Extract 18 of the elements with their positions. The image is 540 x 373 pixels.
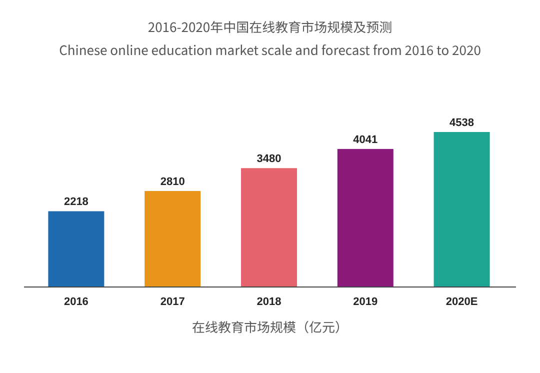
x-tick-label: 2017 <box>160 296 185 308</box>
x-tick-label: 2019 <box>353 296 378 308</box>
bar <box>241 168 297 287</box>
chart-title: 2016-2020年中国在线教育市场规模及预测 <box>148 17 392 36</box>
data-label: 4041 <box>353 134 378 146</box>
x-tick-label: 2018 <box>256 296 282 308</box>
data-label: 3480 <box>256 153 282 166</box>
x-tick-label: 2016 <box>64 296 88 308</box>
data-label: 4538 <box>450 117 474 129</box>
x-axis-title: 在线教育市场规模（亿元） <box>192 317 348 336</box>
bar <box>337 148 394 287</box>
bar <box>144 191 201 287</box>
x-tick-label: 2020E <box>446 296 478 308</box>
data-label: 2218 <box>64 196 88 208</box>
data-label: 2810 <box>160 176 185 188</box>
chart-subtitle: Chinese online education market scale and forecast from 2016 to 2020 <box>59 40 481 59</box>
bar <box>48 211 104 287</box>
bar <box>434 132 490 287</box>
